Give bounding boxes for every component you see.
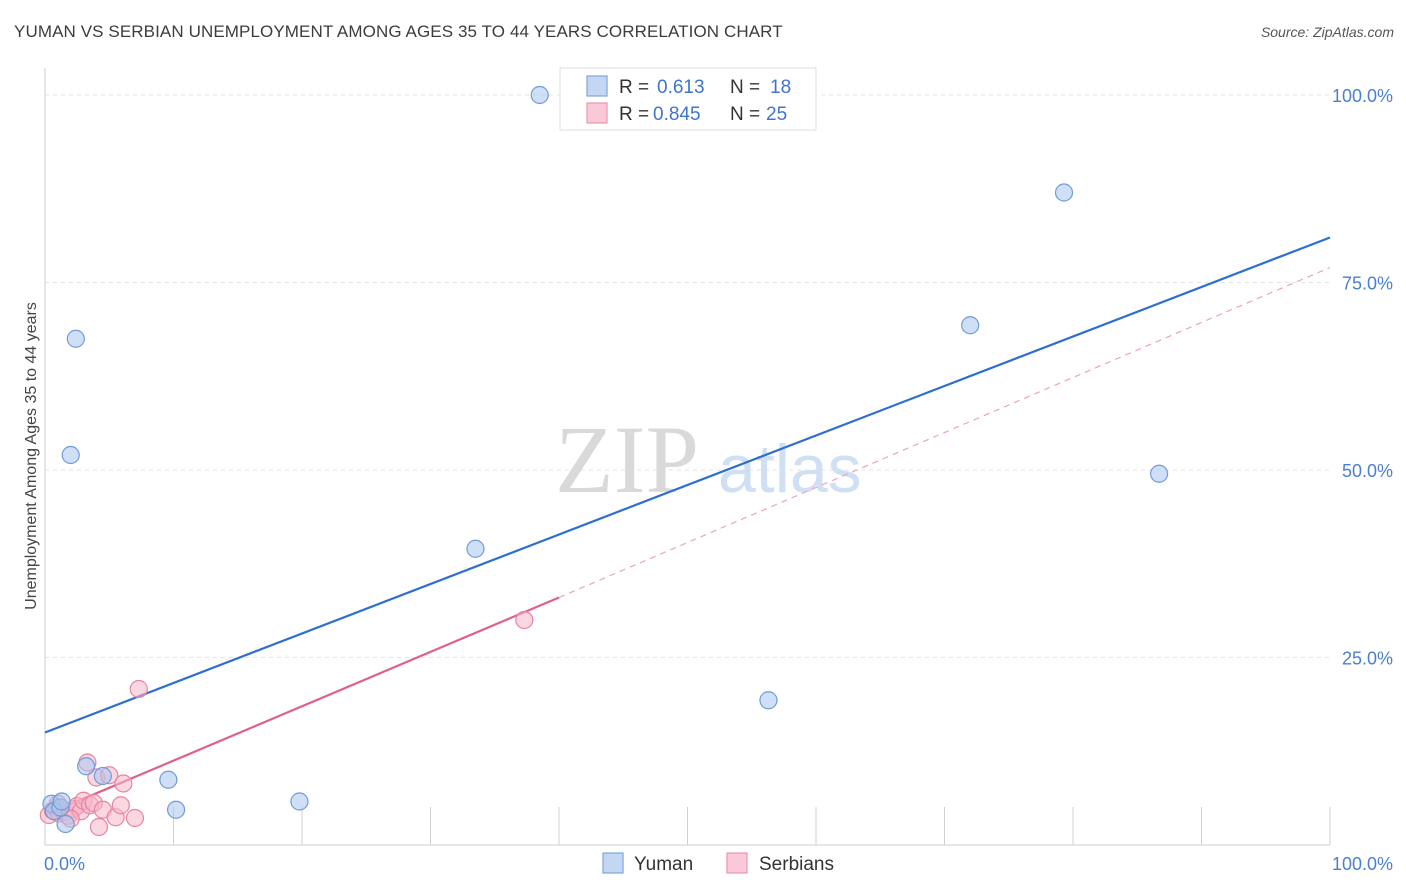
point-yuman-12 xyxy=(466,539,485,558)
point-yuman-4 xyxy=(52,792,71,811)
y-tick-labels: 25.0% 50.0% 75.0% 100.0% xyxy=(1332,86,1393,669)
y-tick-label-2: 75.0% xyxy=(1342,274,1393,294)
trend-line-yuman xyxy=(44,236,1331,734)
y-tick-label-3: 100.0% xyxy=(1332,86,1393,106)
chart-title: YUMAN VS SERBIAN UNEMPLOYMENT AMONG AGES… xyxy=(14,22,783,41)
point-yuman-5 xyxy=(61,445,80,465)
grid xyxy=(45,94,1330,658)
point-yuman-11 xyxy=(290,792,309,811)
bottom-legend-swatch-yuman xyxy=(602,852,624,874)
x-tick-label-1: 100.0% xyxy=(1332,854,1393,874)
point-yuman-15 xyxy=(961,316,980,335)
legend-r-value-yuman: 0.613 xyxy=(657,77,705,98)
legend-n-value-serbians: 25 xyxy=(766,104,787,125)
watermark: ZIP atlas xyxy=(555,406,862,513)
bottom-legend-label-serbians: Serbians xyxy=(759,854,834,875)
source-label: Source: ZipAtlas.com xyxy=(1260,24,1394,40)
point-yuman-6 xyxy=(66,329,85,348)
bottom-legend-swatch-serbians xyxy=(726,852,748,874)
point-yuman-10 xyxy=(166,800,186,819)
legend-n-label-serbians: N = xyxy=(730,104,760,125)
axes xyxy=(44,68,1331,846)
point-yuman-9 xyxy=(159,770,178,789)
legend-swatch-yuman xyxy=(586,75,608,97)
point-yuman-7 xyxy=(77,757,96,776)
point-serbians-20 xyxy=(125,808,145,828)
watermark-zip: ZIP xyxy=(555,406,699,513)
y-tick-label-0: 25.0% xyxy=(1342,649,1393,669)
bottom-legend-label-yuman: Yuman xyxy=(634,854,693,875)
legend: R = 0.613 N = 18 R = 0.845 N = 25 xyxy=(559,67,817,131)
trend-lines xyxy=(44,236,1331,817)
point-serbians-21 xyxy=(129,679,148,699)
legend-r-label-serbians: R = xyxy=(619,104,649,125)
x-tick-label-0: 0.0% xyxy=(44,854,85,874)
point-serbians-19 xyxy=(114,774,133,793)
point-yuman-13 xyxy=(530,85,549,105)
legend-n-label-yuman: N = xyxy=(730,77,760,98)
point-serbians-14 xyxy=(89,817,109,837)
legend-r-value-serbians: 0.845 xyxy=(653,104,701,125)
point-serbians-18 xyxy=(111,796,130,815)
bottom-legend: Yuman Serbians xyxy=(602,852,834,875)
point-yuman-3 xyxy=(56,814,75,834)
data-points xyxy=(39,85,1169,837)
x-tick-labels: 0.0% 100.0% xyxy=(44,854,1393,874)
point-yuman-14 xyxy=(759,691,778,710)
legend-r-label-yuman: R = xyxy=(619,77,649,98)
legend-n-value-yuman: 18 xyxy=(770,77,791,98)
y-axis-label: Unemployment Among Ages 35 to 44 years xyxy=(23,302,40,610)
watermark-atlas: atlas xyxy=(718,431,862,507)
point-serbians-22 xyxy=(515,610,534,630)
point-yuman-8 xyxy=(93,766,112,786)
trend-line-serbians-extended xyxy=(558,266,1331,599)
y-tick-label-1: 50.0% xyxy=(1342,461,1393,481)
point-yuman-17 xyxy=(1149,464,1169,483)
point-yuman-16 xyxy=(1054,183,1074,202)
legend-swatch-serbians xyxy=(586,102,608,124)
